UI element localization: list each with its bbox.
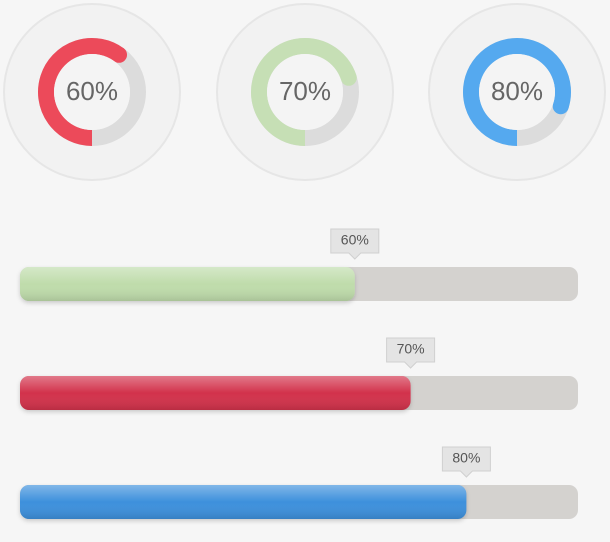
bar-shine: [20, 485, 467, 519]
bar-label: 70%: [397, 341, 425, 357]
ring-label: 60%: [66, 76, 118, 106]
ring-cap: [111, 46, 128, 63]
bar-shine: [20, 376, 411, 410]
ring-cap: [340, 69, 357, 86]
ring-label: 70%: [279, 76, 331, 106]
bar-label: 60%: [341, 232, 369, 248]
ring-progress: [463, 38, 571, 146]
ring-progress: [251, 38, 357, 146]
ring-progress: [38, 38, 124, 146]
ring-cap: [552, 98, 569, 115]
bar-label: 80%: [452, 450, 480, 466]
bar-shine: [20, 267, 355, 301]
tooltip-box: [441, 446, 491, 478]
tooltip-box: [386, 337, 436, 369]
ring-center: [267, 54, 343, 130]
ring-center: [479, 54, 555, 130]
tooltip-box: [330, 228, 380, 260]
ring-center: [54, 54, 130, 130]
ring-label: 80%: [491, 76, 543, 106]
